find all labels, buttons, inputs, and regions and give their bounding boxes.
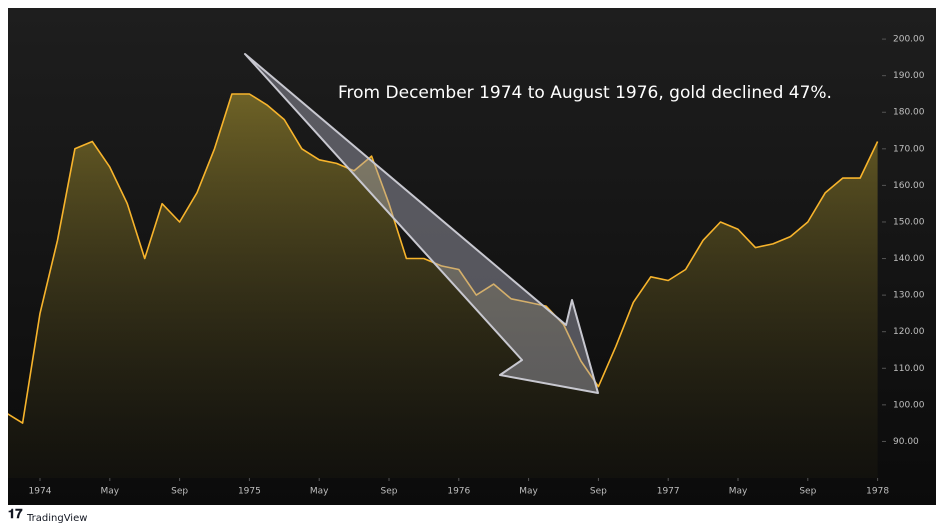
brand: TradingView [26, 513, 87, 524]
y-tick-label: 150.00 [893, 217, 925, 227]
annotation: From December 1974 to August 1976, gold … [338, 83, 832, 103]
y-tick-label: 160.00 [893, 181, 925, 191]
x-tick-label: 1975 [238, 487, 261, 497]
x-tick-label: May [729, 487, 748, 497]
x-tick-label: Sep [171, 487, 188, 497]
x-tick-label: 1974 [29, 487, 52, 497]
y-tick-label: 130.00 [893, 291, 925, 301]
y-tick-label: 140.00 [893, 254, 925, 264]
y-tick-label: 180.00 [893, 108, 925, 118]
y-tick-label: 170.00 [893, 144, 925, 154]
x-tick-label: May [519, 487, 538, 497]
x-tick-label: May [310, 487, 329, 497]
price-line [8, 93, 879, 424]
y-tick-label: 90.00 [893, 437, 919, 447]
x-tick-label: Sep [381, 487, 398, 497]
y-tick-label: 200.00 [893, 35, 925, 45]
x-tick-label: May [100, 487, 119, 497]
y-tick-label: 110.00 [893, 364, 925, 374]
x-tick-label: 1978 [866, 487, 889, 497]
y-tick-label: 120.00 [893, 327, 925, 337]
area [8, 94, 878, 478]
x-tick-label: 1976 [447, 487, 470, 497]
x-tick-label: 1977 [657, 487, 680, 497]
logo: 𝟏𝟕 [8, 507, 23, 522]
axes: 90.00 100.00 110.00 120.00 130.00 140.00 150.0… [29, 35, 925, 497]
y-tick-label: 190.00 [893, 71, 925, 81]
y-tick-label: 100.00 [893, 400, 925, 410]
x-tick-label: Sep [590, 487, 607, 497]
plot-area [8, 93, 879, 478]
decline-arrow [244, 53, 599, 394]
x-tick-label: Sep [799, 487, 816, 497]
